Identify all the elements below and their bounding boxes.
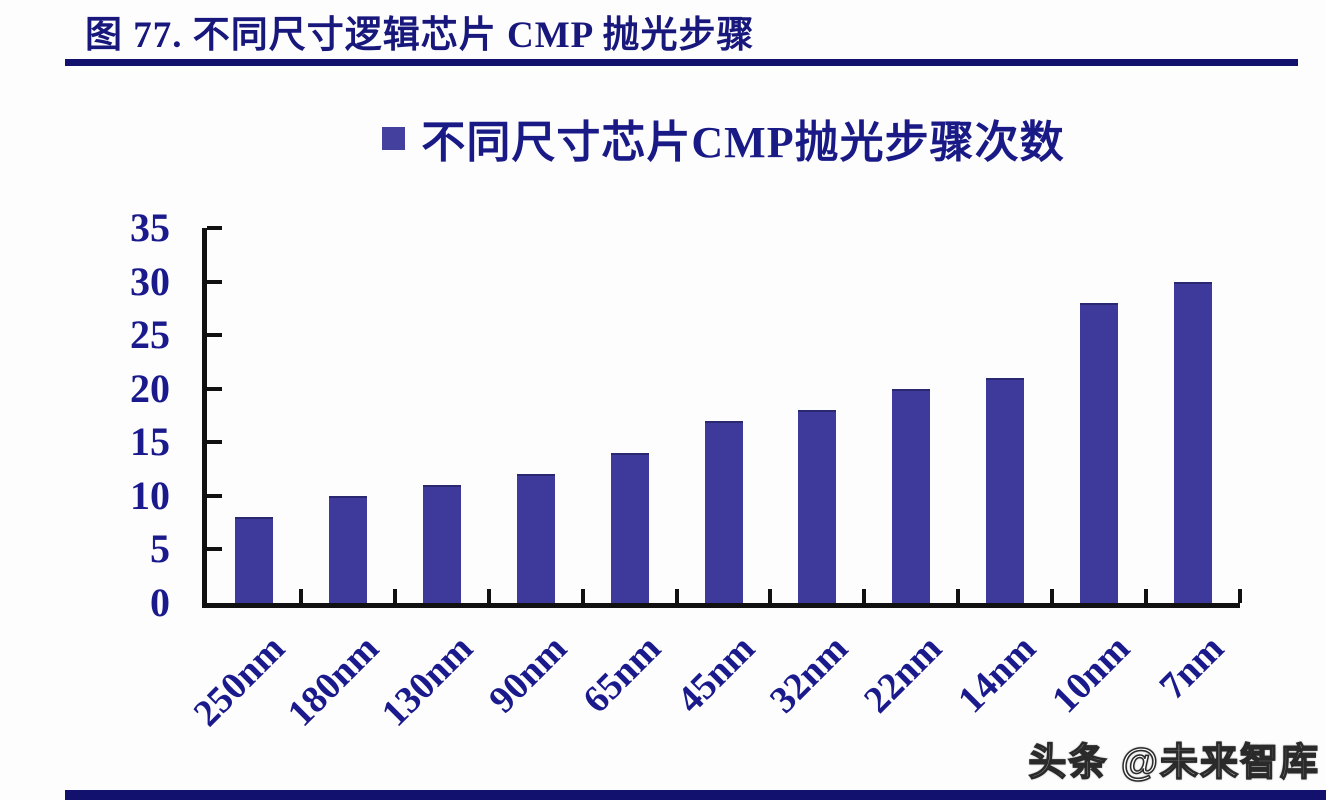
bar [892, 388, 931, 603]
y-tick-mark [207, 279, 222, 284]
figure-title: 图 77. 不同尺寸逻辑芯片 CMP 抛光步骤 [85, 15, 755, 56]
y-tick-label: 20 [130, 365, 170, 411]
x-tick-mark [1050, 589, 1055, 603]
legend-series-label: 不同尺寸芯片CMP抛光步骤次数 [421, 118, 1065, 167]
y-tick-label: 0 [150, 580, 170, 625]
bar [704, 420, 743, 603]
y-tick-label: 30 [130, 258, 170, 304]
legend-square-icon [382, 126, 406, 150]
x-tick-mark [956, 589, 961, 603]
y-tick-mark [207, 493, 222, 498]
x-tick-mark [580, 589, 585, 603]
footer-divider [65, 790, 1326, 800]
x-tick-mark [1144, 589, 1149, 603]
x-tick-mark [392, 589, 397, 603]
y-tick-mark [207, 226, 222, 230]
y-tick-mark [207, 386, 222, 391]
bar [328, 495, 367, 603]
bar [798, 410, 837, 603]
y-tick-label: 35 [130, 205, 170, 250]
bar [610, 453, 649, 603]
title-divider [65, 59, 1298, 66]
x-tick-mark [768, 589, 773, 603]
y-tick-label: 25 [130, 312, 170, 358]
x-tick-mark [862, 589, 867, 603]
bar [1080, 303, 1119, 603]
bar [1174, 281, 1213, 603]
bar [516, 474, 555, 603]
x-tick-mark [298, 589, 303, 603]
bar [234, 517, 273, 603]
x-tick-mark [1238, 589, 1242, 603]
y-tick-mark [207, 440, 222, 445]
bar [422, 485, 461, 603]
bar [986, 378, 1025, 603]
y-tick-mark [207, 333, 222, 338]
y-tick-mark [207, 547, 222, 552]
y-tick-label: 10 [130, 472, 170, 518]
chart-legend: 不同尺寸芯片CMP抛光步骤次数 [207, 108, 1240, 168]
y-axis-line [202, 228, 207, 608]
x-tick-mark [486, 589, 491, 603]
y-tick-label: 5 [150, 526, 170, 572]
y-tick-label: 15 [130, 419, 170, 465]
watermark-text: 头条 @未来智库 [1028, 741, 1320, 785]
x-tick-mark [674, 589, 679, 603]
x-axis-line [202, 603, 1240, 608]
